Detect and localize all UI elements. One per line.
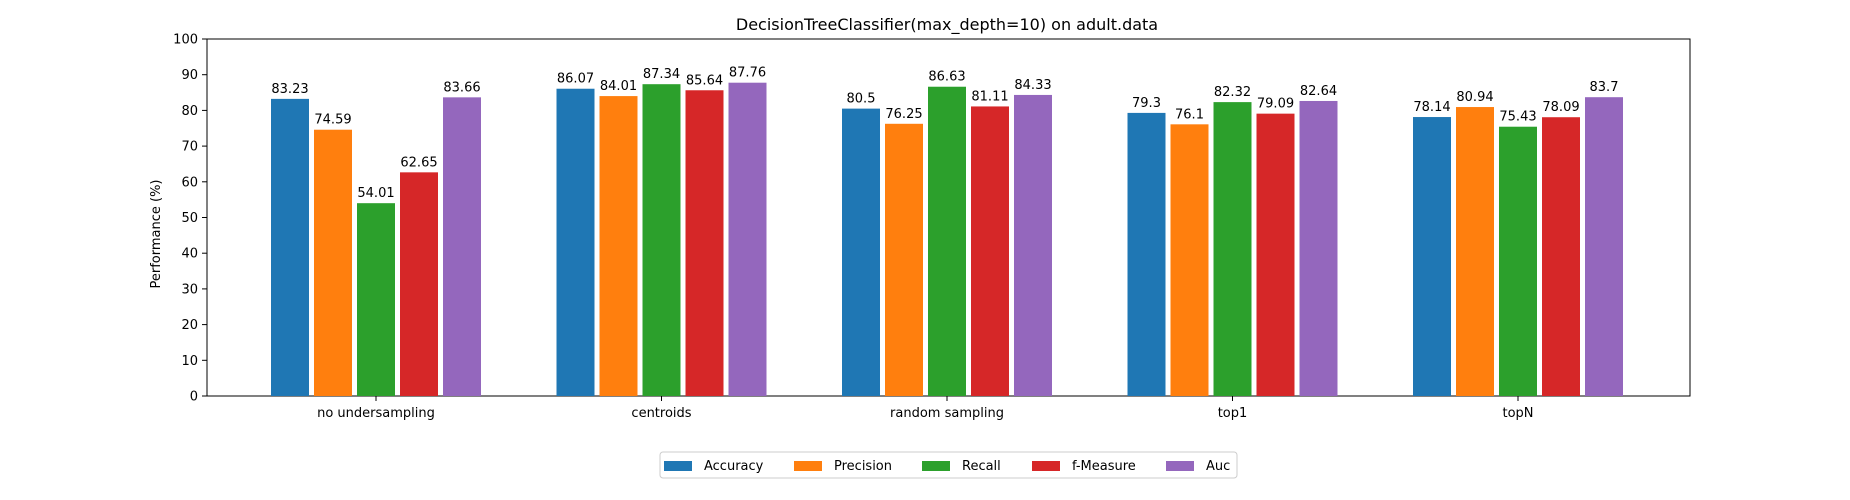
bar [1014,94,1052,397]
bar [885,123,923,396]
bar-value-label: 76.25 [885,107,922,122]
y-tick-label: 100 [173,33,198,48]
bar-value-label: 86.63 [928,70,965,85]
legend-label: Precision [834,459,892,474]
bar [728,82,767,396]
plot-area: 0 10 20 30 40 50 60 70 80 90 100 no undersampling 83… [173,33,1691,421]
bar [400,172,438,396]
bar [271,98,309,396]
bar-value-label: 79.09 [1257,97,1294,112]
y-tick-label: 0 [190,390,198,405]
legend-swatch [794,461,822,471]
x-tick-label: topN [1502,406,1533,421]
bar-value-label: 83.66 [443,80,480,95]
bar [1127,112,1166,397]
bar [928,86,966,397]
bar-value-label: 87.34 [643,67,680,82]
x-tick-label: no undersampling [317,406,435,421]
legend-swatch [1166,461,1194,471]
y-axis-label: Performance (%) [149,179,164,288]
bar [1413,117,1451,397]
bar-value-label: 86.07 [557,72,594,87]
bar-value-label: 84.33 [1014,78,1051,93]
bar-value-label: 78.09 [1542,100,1579,115]
bar-value-label: 84.01 [600,79,637,94]
bar [314,129,352,397]
bar [1213,102,1252,396]
y-tick-label: 90 [181,68,198,83]
bar-value-label: 82.64 [1300,84,1337,99]
bar-value-label: 62.65 [400,155,437,170]
bar-value-label: 87.76 [729,66,766,81]
bar [357,203,395,396]
bar [971,106,1009,396]
legend-swatch [664,461,692,471]
legend-label: f-Measure [1072,459,1136,474]
y-tick-label: 60 [181,175,198,190]
legend-swatch [1032,461,1060,471]
bar-value-label: 83.23 [271,82,308,97]
y-tick-label: 40 [181,247,198,262]
bar [1542,117,1580,397]
legend: Accuracy Precision Recall f-Measure Auc [659,451,1238,479]
legend-label: Auc [1206,459,1230,474]
bar [1256,113,1295,397]
y-tick-label: 20 [181,318,198,333]
bar-value-label: 75.43 [1499,110,1536,125]
legend-swatch [922,461,950,471]
bar [1456,107,1494,397]
bar-value-label: 83.7 [1590,80,1619,95]
bar-value-label: 74.59 [314,113,351,128]
bar-value-label: 85.64 [686,73,723,88]
bar [1170,124,1209,396]
bar-value-label: 79.3 [1132,96,1161,111]
bar [1585,97,1623,396]
bar [1299,100,1338,397]
bar [443,97,481,396]
bar-value-label: 81.11 [971,89,1008,104]
bar [642,84,681,396]
bar-value-label: 80.94 [1456,90,1493,105]
bar [685,90,724,396]
x-tick-label: top1 [1218,406,1248,421]
y-tick-label: 50 [181,211,198,226]
y-tick-label: 30 [181,282,198,297]
bar-value-label: 78.14 [1413,100,1450,115]
bar [556,88,595,396]
bar-value-label: 76.1 [1175,107,1204,122]
bar-value-label: 80.5 [847,92,876,107]
y-tick-label: 10 [181,354,198,369]
y-tick-label: 70 [181,140,198,155]
bar [1499,126,1537,396]
y-tick-label: 80 [181,104,198,119]
bar [599,96,638,397]
x-tick-label: centroids [631,406,691,421]
legend-label: Accuracy [704,459,764,474]
x-tick-label: random sampling [890,406,1004,421]
bar-value-label: 54.01 [357,186,394,201]
legend-label: Recall [962,459,1001,474]
bar [842,108,880,397]
bar-value-label: 82.32 [1214,85,1251,100]
chart-title: DecisionTreeClassifier(max_depth=10) on … [736,15,1158,35]
